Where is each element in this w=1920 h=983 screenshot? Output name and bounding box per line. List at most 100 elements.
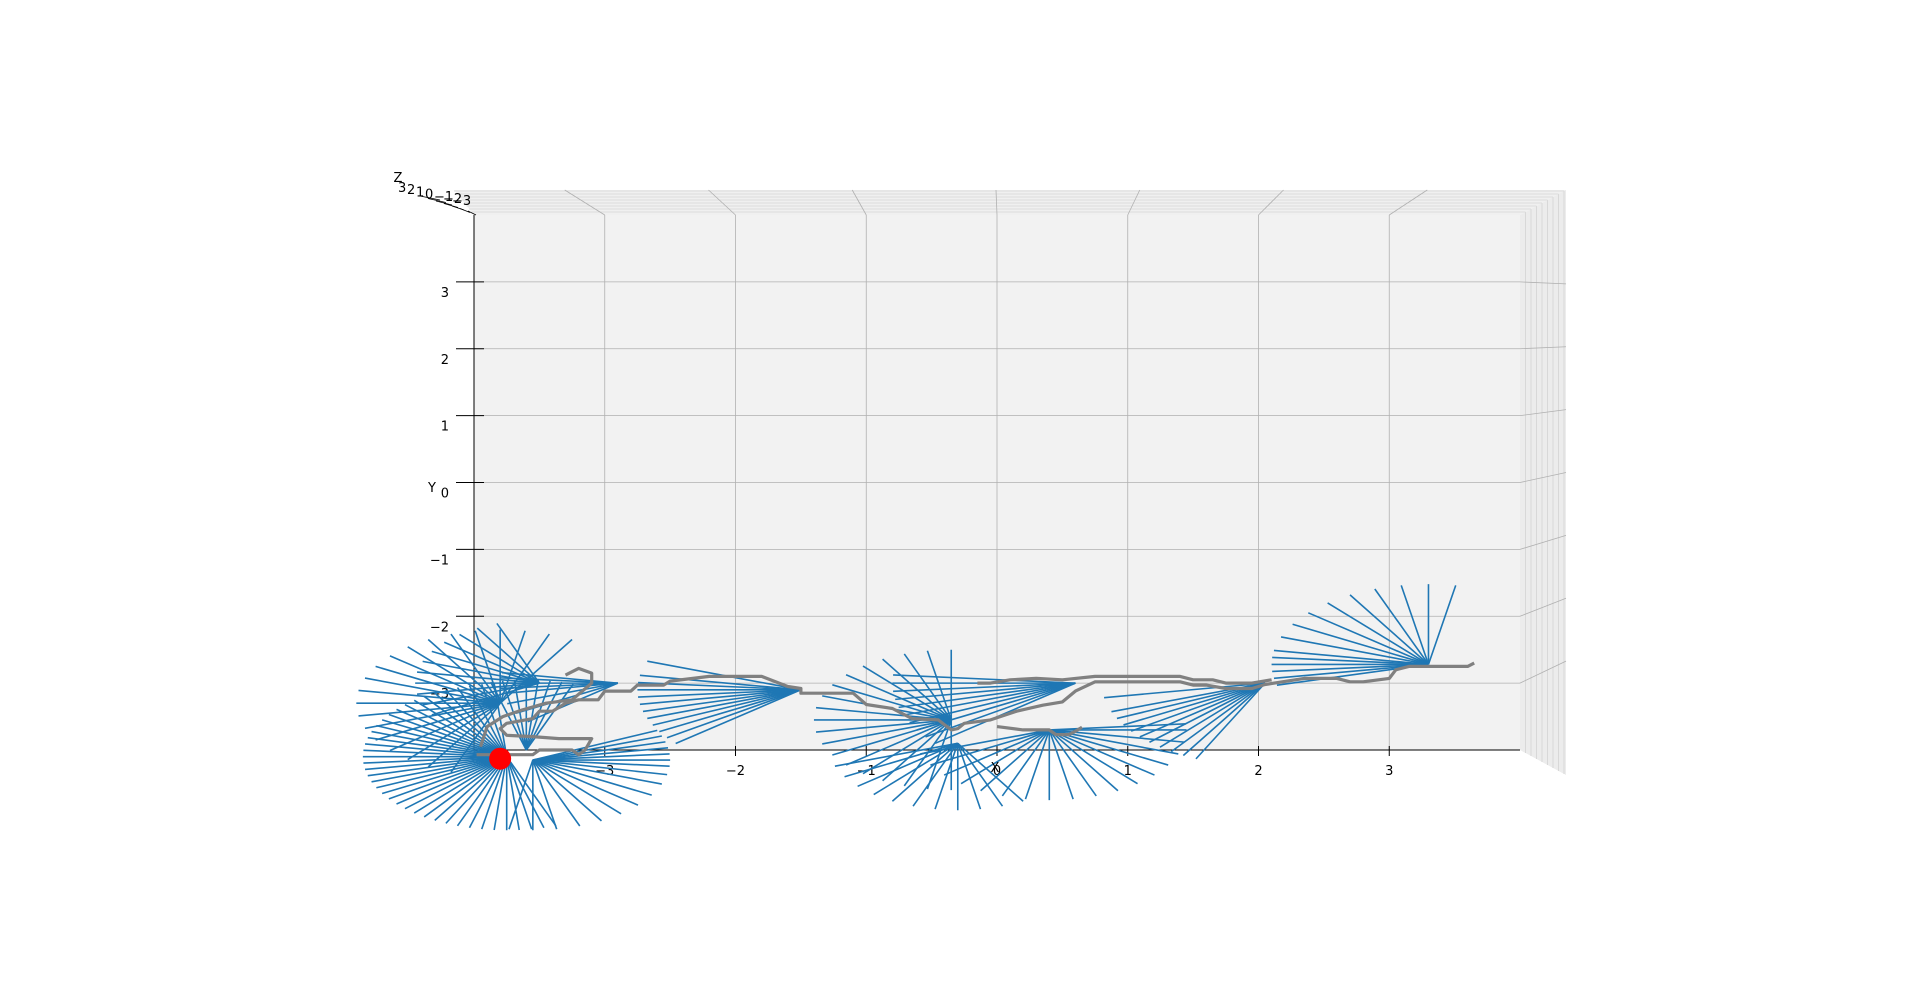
- ray-line: [893, 682, 1076, 693]
- ray-line: [532, 759, 639, 806]
- ray-line: [980, 729, 1050, 792]
- ray-line: [376, 755, 507, 789]
- z-tick-label: −1: [434, 190, 453, 205]
- ray-line: [822, 719, 952, 745]
- ray-line: [639, 689, 801, 706]
- ray-line: [960, 729, 1050, 785]
- ray-line: [862, 719, 952, 775]
- ray-line: [443, 641, 540, 684]
- ray-line: [532, 729, 658, 761]
- y-tick-label: −2: [430, 620, 449, 635]
- ray-line: [857, 742, 959, 788]
- ray-line: [957, 742, 1004, 807]
- ray-line: [834, 742, 958, 767]
- y-tick-label: 0: [441, 487, 449, 502]
- ray-line: [532, 759, 670, 767]
- ray-line: [376, 724, 507, 758]
- ray-line: [862, 665, 952, 721]
- ray-line: [532, 741, 666, 761]
- ray-line: [431, 682, 540, 716]
- z-tick-label: −2: [443, 192, 462, 207]
- z-tick-label: −3: [452, 194, 471, 209]
- grid-line-x-back: [1389, 189, 1428, 216]
- ray-line: [501, 671, 618, 684]
- ray-line: [1427, 585, 1457, 665]
- plot-series: [356, 584, 1475, 831]
- ray-line: [891, 742, 959, 802]
- ray-line: [1024, 729, 1051, 800]
- ray-line: [456, 687, 508, 758]
- ray-line: [898, 682, 1076, 709]
- ray-line: [1327, 602, 1429, 666]
- grid-line-x-back: [851, 189, 867, 216]
- ray-line: [371, 755, 507, 783]
- ray-line: [1170, 682, 1266, 753]
- ray-line: [1400, 585, 1430, 665]
- z-tick: [459, 208, 471, 213]
- ray-line: [934, 743, 959, 810]
- ray-line: [926, 650, 952, 721]
- path-line: [996, 725, 1083, 737]
- x-tick-label: 3: [1385, 764, 1393, 779]
- grid-line-y-side: [1519, 346, 1567, 350]
- ray-line: [1048, 729, 1097, 797]
- ray-line: [642, 689, 801, 713]
- ray-line: [532, 759, 668, 776]
- ray-line: [375, 665, 501, 704]
- ray-line: [389, 655, 501, 704]
- grid-line-y-side: [1519, 660, 1567, 684]
- grid-line-y-side: [1519, 281, 1567, 285]
- z-tick: [467, 210, 477, 216]
- y-tick-label: −1: [430, 553, 449, 568]
- ray-line: [1280, 636, 1429, 666]
- ray-line: [416, 682, 540, 695]
- ray-line: [652, 689, 802, 726]
- z-tick: [435, 200, 453, 206]
- ray-line: [532, 759, 652, 796]
- ray-line: [404, 755, 508, 810]
- ray-line: [389, 702, 501, 752]
- ray-line: [532, 759, 581, 827]
- x-tick-label: 2: [1254, 764, 1262, 779]
- path-line: [478, 666, 594, 748]
- ray-line: [675, 689, 802, 745]
- ray-line: [845, 719, 952, 766]
- ray-line: [844, 742, 959, 778]
- ray-line: [532, 759, 603, 822]
- ray-line: [873, 742, 959, 796]
- ray-line: [416, 671, 540, 684]
- ray-line: [505, 756, 533, 830]
- ray-line: [638, 689, 801, 698]
- z-tick-label: 0: [425, 188, 433, 203]
- ray-line: [532, 759, 622, 815]
- ray-line: [1292, 623, 1429, 666]
- ray-line: [1104, 682, 1266, 699]
- ray-line: [501, 682, 618, 695]
- ray-line: [493, 756, 508, 831]
- ray-line: [1159, 682, 1266, 748]
- path-line: [977, 674, 1272, 685]
- grid-line-x-back: [564, 189, 605, 216]
- ray-line: [525, 680, 551, 751]
- ray-line: [532, 747, 669, 761]
- ray-line: [1195, 682, 1266, 760]
- grid-line-y-side: [1519, 597, 1567, 617]
- ray-line: [532, 753, 670, 761]
- ray-line: [505, 756, 545, 829]
- z-tick: [419, 195, 441, 201]
- ray-line: [500, 682, 618, 690]
- ray-line: [659, 689, 802, 733]
- ray-line: [1048, 729, 1138, 785]
- ray-line: [1049, 723, 1187, 731]
- side-pane: [1520, 190, 1566, 775]
- ray-line: [1130, 682, 1266, 732]
- ray-line: [367, 755, 507, 777]
- y-tick-label: 2: [441, 353, 449, 368]
- z-tick: [427, 198, 447, 203]
- x-tick-label: 0: [993, 764, 1001, 779]
- ray-line: [1149, 682, 1266, 743]
- grid-line-x-back: [708, 189, 736, 216]
- ray-line: [507, 682, 618, 705]
- ray-line: [845, 674, 952, 721]
- ray-line: [496, 622, 541, 684]
